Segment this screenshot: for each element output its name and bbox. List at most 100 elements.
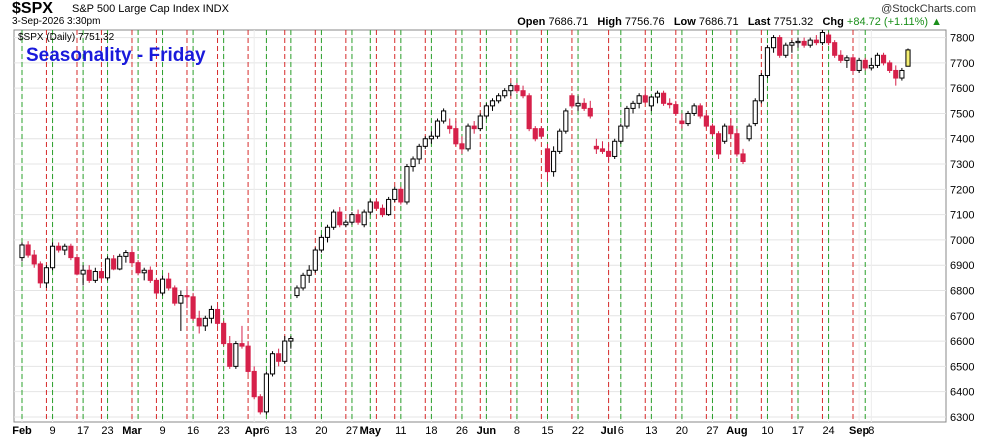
- open-label: Open: [517, 16, 546, 28]
- candle: [25, 241, 31, 258]
- high-label: High: [597, 16, 622, 28]
- y-axis: 6300 6400 6500 6600 6700 6800 6900 7000 7100 7200…: [950, 33, 974, 424]
- candle-body: [740, 153, 746, 163]
- candle: [807, 37, 813, 48]
- candle: [777, 35, 783, 58]
- candle-body: [722, 125, 728, 142]
- candle-body: [471, 125, 477, 130]
- candle-body: [434, 120, 441, 137]
- candle: [428, 131, 434, 144]
- candle-body: [807, 39, 813, 46]
- candle-body: [251, 370, 257, 398]
- y-tick-label: 6300: [950, 412, 974, 424]
- candle: [214, 305, 221, 326]
- candle: [813, 35, 819, 46]
- y-tick-label: 7500: [950, 108, 974, 120]
- candle: [722, 123, 728, 144]
- candle: [159, 275, 166, 296]
- candle-body: [648, 96, 654, 107]
- candle-body: [575, 102, 581, 107]
- candle: [123, 250, 129, 263]
- candle: [764, 45, 771, 79]
- candle: [453, 121, 459, 147]
- candle-body: [746, 125, 752, 140]
- candle-body: [587, 107, 593, 117]
- candle: [789, 40, 795, 53]
- candle: [251, 366, 257, 400]
- x-tick-label: 23: [218, 425, 230, 437]
- x-tick-label: Jul: [601, 425, 617, 437]
- candle: [367, 199, 373, 215]
- candle: [166, 272, 172, 291]
- candle-body: [502, 90, 508, 97]
- candle: [349, 212, 355, 225]
- candle: [379, 204, 386, 218]
- candle-body: [868, 64, 874, 69]
- y-tick-label: 7100: [950, 210, 974, 222]
- y-tick-label: 7700: [950, 58, 974, 70]
- candle: [593, 138, 599, 154]
- x-tick-label: 10: [761, 425, 773, 437]
- candle-body: [483, 105, 489, 117]
- x-tick-label: Jun: [477, 425, 497, 437]
- candle-body: [618, 125, 624, 142]
- y-tick-label: 7600: [950, 83, 974, 95]
- candle-body: [239, 343, 245, 347]
- candle: [172, 285, 178, 306]
- candle: [477, 113, 483, 132]
- candle: [459, 136, 465, 154]
- candle-body: [410, 158, 416, 168]
- last-value: 7751.32: [773, 16, 814, 28]
- candle-body: [612, 140, 618, 157]
- candle: [874, 52, 881, 68]
- candle-body: [117, 255, 123, 270]
- candle-body: [318, 236, 324, 251]
- candle-body: [306, 269, 312, 276]
- candle-body: [56, 245, 62, 251]
- candle: [300, 272, 306, 291]
- candle-body: [178, 295, 184, 304]
- candle: [612, 138, 618, 159]
- candle-body: [312, 249, 318, 271]
- candle-body: [416, 145, 422, 160]
- candle: [257, 394, 263, 415]
- x-tick-label: 6: [618, 425, 624, 437]
- candle: [404, 164, 410, 205]
- candle: [887, 60, 893, 73]
- candle: [770, 35, 777, 53]
- candle-body: [361, 211, 367, 226]
- candle-body: [49, 245, 56, 269]
- candle-body: [526, 95, 532, 130]
- candle: [483, 103, 489, 119]
- candle: [618, 123, 624, 144]
- candle-body: [514, 85, 520, 92]
- candle-body: [25, 244, 31, 256]
- candle-body: [606, 150, 612, 157]
- candle: [361, 209, 367, 228]
- candle-body: [453, 128, 459, 145]
- candle-body: [489, 100, 496, 107]
- candle: [838, 50, 844, 63]
- candle-body: [282, 340, 288, 362]
- candle: [654, 90, 661, 104]
- candle: [734, 128, 740, 157]
- candle: [606, 143, 612, 162]
- candle-body: [770, 37, 777, 49]
- candle-body: [709, 125, 716, 135]
- candle-body: [905, 49, 911, 67]
- candle: [147, 266, 153, 283]
- candle-body: [355, 214, 361, 223]
- candle: [703, 113, 709, 129]
- candle-body: [636, 95, 642, 104]
- candle-body: [172, 287, 178, 304]
- candle-body: [899, 69, 905, 79]
- candle: [208, 305, 214, 324]
- candle: [398, 186, 404, 205]
- candle: [581, 98, 587, 111]
- candle: [630, 100, 636, 114]
- candle: [447, 118, 453, 134]
- candle-body: [856, 59, 862, 71]
- candle: [282, 336, 288, 364]
- x-tick-label: Sep: [849, 425, 869, 437]
- candle-body: [581, 102, 587, 109]
